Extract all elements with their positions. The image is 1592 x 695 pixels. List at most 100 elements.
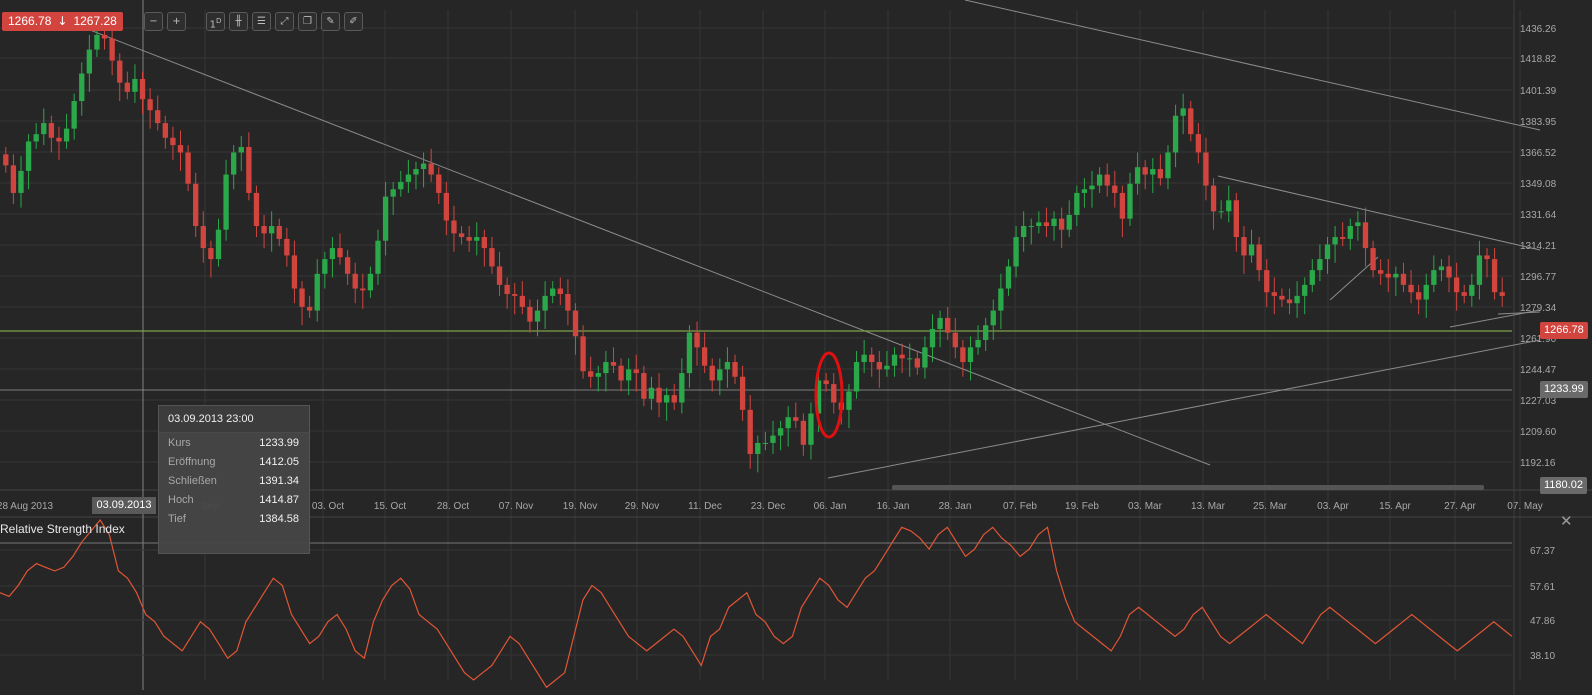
x-tick-label: 13. Mar (1191, 501, 1226, 512)
y-tick-label: 1366.52 (1520, 148, 1557, 159)
candle-body (1256, 244, 1262, 271)
tooltip-row: Eröffnung 1412.05 (159, 452, 309, 471)
candle-body (253, 192, 260, 227)
candle-body (306, 306, 313, 311)
candle-body (1036, 222, 1042, 227)
candle-body (1378, 270, 1384, 274)
candle-body (1074, 192, 1080, 215)
candle-body (831, 384, 837, 403)
candle-body (1058, 218, 1065, 230)
candle-body (1218, 211, 1224, 213)
candle-body (610, 362, 617, 366)
candle-body (815, 380, 822, 414)
candle-body (322, 259, 328, 274)
candle-body (1362, 222, 1369, 249)
x-tick-label: 27. Apr (1444, 501, 1476, 512)
candle-body (193, 183, 199, 227)
candle-body (1203, 152, 1209, 186)
candle-body (1051, 218, 1057, 227)
period-icon[interactable]: 1D (206, 12, 225, 31)
tooltip-label: Kurs (168, 437, 191, 449)
y-tick-label: 1227.03 (1520, 396, 1557, 407)
candle-body (580, 336, 586, 372)
tooltip-row: Hoch 1414.87 (159, 490, 309, 509)
candle-body (861, 354, 867, 363)
candle-body (238, 146, 244, 153)
y-tick-label: 1383.95 (1520, 117, 1557, 128)
candle-body (162, 123, 168, 138)
crosshair-date-label: 03.09.2013 (92, 497, 156, 514)
candle-body (686, 332, 693, 374)
candle-body (527, 306, 533, 322)
candle-body (405, 174, 412, 182)
y-tick-label: 1401.39 (1520, 86, 1557, 97)
edit-icon[interactable]: ✎ (321, 12, 340, 31)
x-tick-label: 03. Apr (1317, 501, 1349, 512)
price-high: 1267.28 (73, 14, 117, 28)
candle-body (94, 34, 100, 50)
candle-body (1393, 273, 1399, 278)
candle-body (71, 101, 77, 129)
tooltip-date: 03.09.2013 23:00 (159, 406, 309, 433)
candle-body (1408, 284, 1414, 293)
candle-body (1089, 185, 1095, 190)
candle-body (1188, 108, 1194, 135)
down-arrow-icon: ↓ (57, 14, 68, 28)
candle-body (1370, 248, 1376, 271)
candle-body (960, 347, 966, 363)
candle-body (1324, 244, 1331, 260)
candle-body (884, 365, 890, 370)
candle-body (679, 373, 685, 403)
candle-body (945, 317, 951, 333)
trend-line (1497, 311, 1541, 315)
zoom-out-icon[interactable]: − (144, 12, 163, 31)
close-icon[interactable]: ✕ (1560, 512, 1573, 530)
trend-line (964, 0, 1541, 131)
scroll-min-tag: 1180.02 (1540, 477, 1587, 494)
tooltip-label: Tief (168, 513, 186, 525)
candle-body (276, 226, 282, 239)
brush-icon[interactable]: ✐ (344, 12, 363, 31)
settings-icon[interactable]: ☰ (252, 12, 271, 31)
x-tick-label: 19. Feb (1065, 501, 1099, 512)
candle-body (1302, 284, 1308, 296)
candle-body (466, 237, 472, 241)
compare-icon[interactable]: ❐ (298, 12, 317, 31)
candle-body (891, 354, 898, 366)
y-tick-label: 1244.47 (1520, 365, 1557, 376)
candle-body (922, 347, 928, 368)
draw-trend-icon[interactable]: ⤢ (275, 12, 294, 31)
candle-body (420, 163, 427, 170)
candle-body (914, 358, 920, 368)
candles-icon[interactable]: ╫ (229, 12, 248, 31)
candle-body (846, 391, 852, 410)
y-tick-label: 1209.60 (1520, 427, 1557, 438)
candle-body (853, 362, 860, 392)
candle-body (1415, 292, 1422, 300)
candle-body (1248, 244, 1255, 256)
candle-body (63, 128, 70, 142)
candle-body (291, 255, 298, 289)
candle-body (869, 354, 875, 363)
candle-body (1005, 266, 1012, 289)
x-tick-label: 06. Jan (814, 501, 847, 512)
candle-body (1020, 226, 1027, 238)
candle-body (185, 152, 191, 184)
zoom-in-icon[interactable]: + (167, 12, 186, 31)
candle-body (147, 99, 153, 111)
tooltip-value: 1233.99 (259, 437, 299, 449)
x-tick-label: 11. Dec (688, 501, 722, 512)
candle-body (709, 365, 715, 381)
candle-body (117, 60, 123, 83)
candle-body (451, 220, 457, 234)
candle-body (1332, 237, 1338, 245)
candle-body (1309, 270, 1315, 285)
candle-body (428, 163, 434, 175)
candle-body (1476, 255, 1483, 285)
y-tick-label: 1331.64 (1520, 210, 1557, 221)
candle-body (907, 358, 913, 360)
candle-body (1294, 295, 1300, 304)
x-tick-label: 03. Oct (312, 501, 344, 512)
candle-body (1469, 284, 1475, 296)
